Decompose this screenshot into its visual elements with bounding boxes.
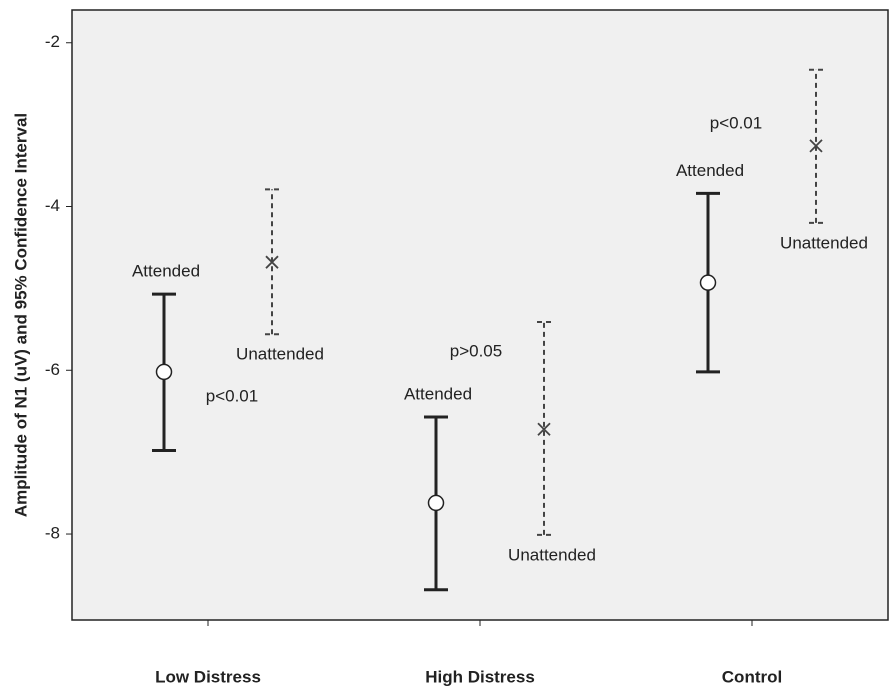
annotation: p>0.05 [450, 341, 502, 360]
annotation: p<0.01 [710, 113, 762, 132]
series-label: Attended [404, 384, 472, 403]
mean-marker [809, 139, 823, 153]
mean-marker [427, 494, 445, 512]
y-tick-label: -8 [45, 524, 60, 543]
series-label: Unattended [508, 545, 596, 564]
mean-marker [699, 274, 717, 291]
mean-marker [265, 255, 279, 269]
annotation: p<0.01 [206, 386, 258, 405]
mean-marker [537, 422, 551, 436]
series-label: Attended [132, 262, 200, 281]
x-tick-label: Control [722, 667, 782, 686]
x-tick-label: High Distress [425, 667, 535, 686]
y-tick-label: -2 [45, 32, 60, 51]
y-tick-label: -6 [45, 360, 60, 379]
y-axis-label: Amplitude of N1 (uV) and 95% Confidence … [11, 113, 30, 517]
plot-area [71, 9, 889, 621]
series-label: Unattended [780, 233, 868, 252]
y-tick-label: -4 [45, 196, 60, 215]
series-label: Attended [676, 161, 744, 180]
x-tick-label: Low Distress [155, 667, 261, 686]
series-label: Unattended [236, 345, 324, 364]
mean-marker [155, 363, 173, 381]
